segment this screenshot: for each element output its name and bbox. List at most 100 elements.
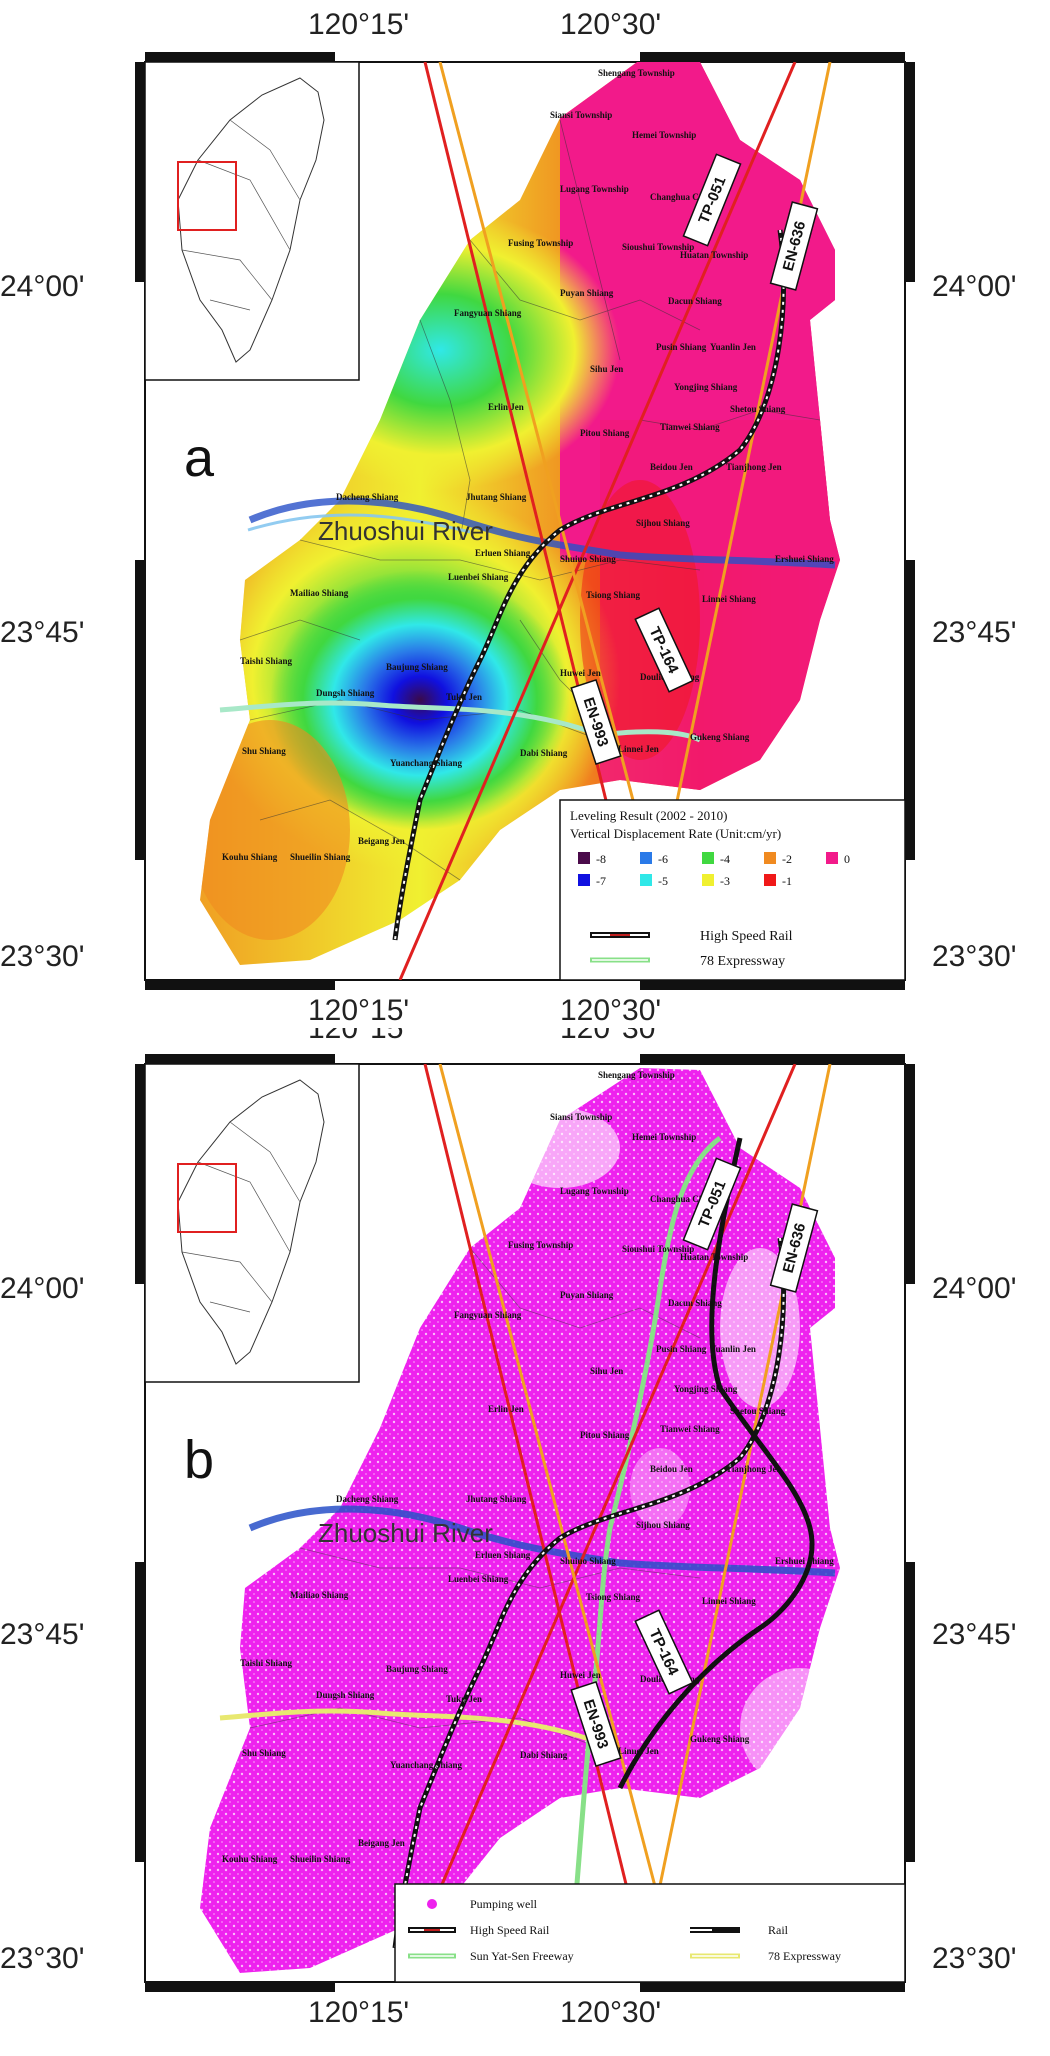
- place-label: Erlin Jen: [488, 1404, 524, 1414]
- place-label: Puyan Shiang: [560, 1290, 614, 1300]
- top-lon-label-1: 120°15': [308, 1028, 409, 1045]
- place-label: Kouhu Shiang: [222, 1854, 278, 1864]
- track-label-en-993-b: EN-993: [570, 1680, 622, 1768]
- legend-hsr-b: High Speed Rail: [408, 1923, 550, 1937]
- legend-swatch: [764, 874, 776, 886]
- bottom-lon-label-1: 120°15': [308, 994, 409, 1027]
- place-label: Dacun Shiang: [668, 1298, 722, 1308]
- right-lat-label-1: 24°00': [932, 1272, 1016, 1305]
- place-label: Yongjing Shiang: [674, 1384, 738, 1394]
- place-label: Yuanlin Jen: [710, 342, 756, 352]
- inset-study-area-box: [177, 1163, 237, 1233]
- top-lon-label-2: 120°30': [560, 8, 661, 41]
- legend-swatch: [640, 852, 652, 864]
- legend-subtitle: Vertical Displacement Rate (Unit:cm/yr): [570, 826, 781, 841]
- panel-letter-a: a: [184, 428, 215, 488]
- place-label: Linnei Shiang: [702, 1596, 756, 1606]
- legend-expressway-label: 78 Expressway: [700, 954, 785, 969]
- place-label: Fangyuan Shiang: [454, 308, 522, 318]
- place-label: Dacheng Shiang: [336, 1494, 399, 1504]
- legend-hsr-label-b: High Speed Rail: [470, 1923, 550, 1937]
- legend-a: Leveling Result (2002 - 2010) Vertical D…: [559, 799, 906, 981]
- top-lon-label-1: 120°15': [308, 8, 409, 41]
- place-label: Tuku Jen: [446, 1694, 482, 1704]
- place-label: Shengang Township: [598, 1070, 675, 1080]
- place-label: Shuiuo Shiang: [560, 554, 616, 564]
- expressway-78-a: [219, 700, 702, 743]
- place-label: Beigang Jen: [358, 1838, 405, 1848]
- place-label: Mailiao Shiang: [290, 588, 349, 598]
- place-label: Huwei Jen: [560, 1670, 601, 1680]
- place-label: Pusin Shiang: [656, 342, 707, 352]
- right-lat-label-2: 23°45': [932, 616, 1016, 649]
- place-label: Lugang Township: [560, 1186, 629, 1196]
- place-label: Taishi Shiang: [240, 656, 292, 666]
- place-label: Beidou Jen: [650, 1464, 693, 1474]
- place-label: Tianwei Shiang: [660, 422, 720, 432]
- legend-swatch-label: -2: [782, 852, 792, 866]
- place-label: Gukeng Shiang: [690, 732, 750, 742]
- legend-swatch-label: -6: [658, 852, 668, 866]
- place-label: Dabi Shiang: [520, 1750, 568, 1760]
- place-label: Tsiong Shiang: [586, 590, 640, 600]
- bottom-lon-label-2: 120°30': [560, 1996, 661, 2029]
- place-label: Pitou Shiang: [580, 428, 630, 438]
- place-label: Beigang Jen: [358, 836, 405, 846]
- place-label: Jhutang Shiang: [466, 492, 527, 502]
- legend-b: Pumping well High Speed Rail Sun Yat-Sen…: [394, 1883, 906, 1983]
- place-label: Tuku Jen: [446, 692, 482, 702]
- legend-freeway-label: Sun Yat-Sen Freeway: [470, 1949, 574, 1963]
- legend-swatches: -8 -7 -6 -5 -4 -3 -2 -1 0: [578, 852, 850, 888]
- legend-swatch: [578, 852, 590, 864]
- legend-swatch-label: -7: [596, 874, 606, 888]
- legend-swatch-label: -5: [658, 874, 668, 888]
- place-label: Shengang Township: [598, 68, 675, 78]
- sun-yat-sen-freeway: [572, 1136, 722, 1909]
- panel-a: 120°15' 120°30' 24°00' 23°45' 23°30' 24°…: [0, 8, 1016, 1027]
- legend-freeway: Sun Yat-Sen Freeway: [408, 1949, 574, 1963]
- legend-swatch: [702, 852, 714, 864]
- legend-pumping-well: Pumping well: [427, 1897, 538, 1911]
- place-label: Yuanchang Shiang: [390, 758, 462, 768]
- place-label: Luenbei Shiang: [448, 572, 509, 582]
- place-label: Linnei Jen: [618, 744, 659, 754]
- place-label: Mailiao Shiang: [290, 1590, 349, 1600]
- place-label: Huatan Township: [680, 250, 748, 260]
- place-label: Gukeng Shiang: [690, 1734, 750, 1744]
- legend-title: Leveling Result (2002 - 2010): [570, 808, 727, 823]
- top-lon-label-2: 120°30': [560, 1028, 661, 1045]
- left-lat-label-3: 23°30': [0, 940, 84, 973]
- place-label: Beidou Jen: [650, 462, 693, 472]
- place-label: Sijhou Shiang: [636, 518, 690, 528]
- place-label: Tianjhong Jen: [726, 1464, 782, 1474]
- place-label: Puyan Shiang: [560, 288, 614, 298]
- place-label: Yuanchang Shiang: [390, 1760, 462, 1770]
- legend-expressway-label-b: 78 Expressway: [768, 1949, 841, 1963]
- place-label: Tianwei Shiang: [660, 1424, 720, 1434]
- place-label: Pitou Shiang: [580, 1430, 630, 1440]
- place-label: Ershuei Shiang: [775, 1556, 834, 1566]
- legend-hsr-label: High Speed Rail: [700, 929, 793, 944]
- place-label: Changhua City: [650, 192, 709, 202]
- right-lat-label-2: 23°45': [932, 1618, 1016, 1651]
- place-labels-b: Shengang Township Siansi Township Hemei …: [222, 1070, 834, 1864]
- place-label: Shu Shiang: [242, 1748, 286, 1758]
- legend-expressway-b: 78 Expressway: [690, 1949, 841, 1963]
- legend-swatch: [702, 874, 714, 886]
- place-label: Dacheng Shiang: [336, 492, 399, 502]
- left-lat-label-1: 24°00': [0, 270, 84, 303]
- legend-expressway: 78 Expressway: [590, 954, 785, 969]
- expressway-78-b: [219, 1708, 601, 1746]
- place-label: Hemei Township: [632, 1132, 696, 1142]
- place-label: Dungsh Shiang: [316, 688, 375, 698]
- place-label: Erluen Shiang: [475, 1550, 531, 1560]
- legend-swatch: [826, 852, 838, 864]
- panel-letter-b: b: [184, 1430, 214, 1490]
- legend-swatch-label: 0: [844, 852, 850, 866]
- place-label: Tsiong Shiang: [586, 1592, 640, 1602]
- left-lat-label-3: 23°30': [0, 1942, 84, 1975]
- place-label: Erlin Jen: [488, 402, 524, 412]
- place-label: Luenbei Shiang: [448, 1574, 509, 1584]
- place-labels-a: Shengang Township Siansi Township Hemei …: [222, 68, 834, 862]
- place-label: Siansi Township: [550, 1112, 612, 1122]
